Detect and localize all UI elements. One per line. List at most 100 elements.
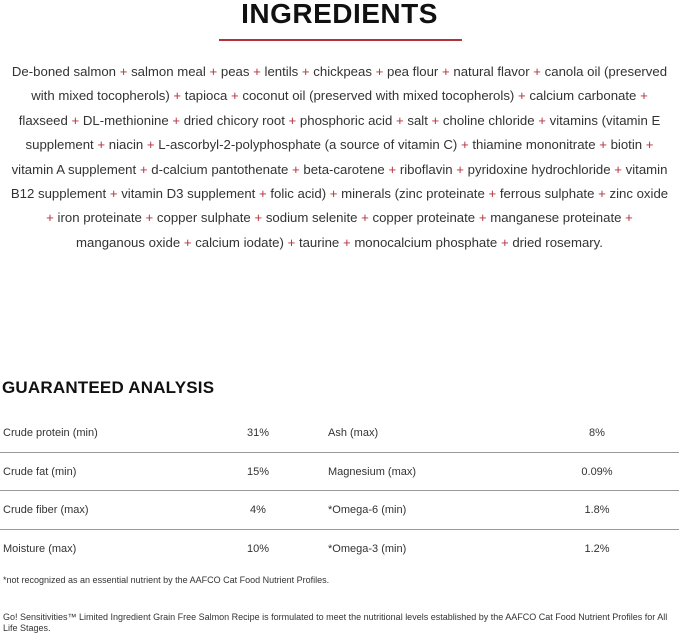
plus-separator: + (361, 210, 369, 226)
nutrient-value: 0.09% (581, 465, 613, 478)
guaranteed-analysis-title: GUARANTEED ANALYSIS (2, 378, 215, 397)
ingredient-item: calcium iodate) (195, 234, 284, 250)
ingredient-item: beta-carotene (303, 161, 385, 177)
ingredient-item: L-ascorbyl-2-polyphosphate (a source of … (158, 137, 458, 153)
nutrient-label: Ash (max) (328, 427, 379, 439)
ingredient-item: pea flour (387, 64, 439, 79)
ingredient-item: flaxseed (18, 112, 68, 128)
ingredient-item: thiamine mononitrate (472, 137, 596, 153)
nutrient-value: 10% (246, 542, 270, 555)
ingredient-item: lentils (264, 64, 299, 79)
plus-separator: + (172, 112, 181, 128)
ingredient-item: peas (220, 64, 250, 79)
ingredient-item: De-boned salmon (11, 64, 117, 79)
ingredient-item: calcium carbonate (529, 88, 637, 104)
nutrient-label: Moisture (max) (3, 542, 77, 555)
footnote: *not recognized as an essential nutrient… (3, 575, 330, 585)
plus-separator: + (301, 64, 310, 79)
plus-separator: + (342, 234, 351, 250)
plus-separator: + (517, 88, 526, 104)
ingredient-item: biotin (610, 137, 643, 153)
ingredient-item: iron proteinate (57, 210, 142, 226)
ingredient-item: salmon meal (131, 64, 206, 79)
ingredients-title: INGREDIENTS (241, 0, 438, 29)
ingredients-list: De-boned salmon + salmon meal + peas + l… (10, 60, 669, 255)
ingredient-item: choline chloride (442, 112, 535, 128)
ingredient-item: coconut oil (preserved with mixed tocoph… (242, 88, 515, 104)
plus-separator: + (538, 112, 546, 128)
plus-separator: + (488, 186, 497, 202)
plus-separator: + (254, 210, 263, 226)
plus-separator: + (253, 64, 261, 79)
plus-separator: + (614, 161, 622, 177)
table-row: Crude protein (min) 31% Ash (max) 8% (0, 414, 679, 453)
ingredient-item: minerals (zinc proteinate (341, 186, 485, 202)
plus-separator: + (598, 186, 606, 202)
plus-separator: + (442, 64, 450, 79)
plus-separator: + (478, 210, 487, 226)
nutrient-label: *Omega-3 (min) (328, 542, 407, 555)
plus-separator: + (287, 234, 296, 250)
plus-separator: + (183, 234, 192, 250)
ingredient-item: riboflavin (399, 161, 453, 177)
ingredient-item: folic acid) (270, 186, 327, 202)
ingredient-item: canola oil (preserved with mixed tocophe… (31, 64, 668, 104)
plus-separator: + (173, 88, 182, 104)
ingredient-item: pyridoxine hydrochloride (467, 161, 611, 177)
nutrient-value: 15% (246, 465, 270, 478)
plus-separator: + (375, 64, 384, 79)
ingredient-item: chickpeas (313, 64, 372, 79)
ingredient-item: zinc oxide (609, 186, 669, 202)
ingredient-item: vitamin A supplement (11, 161, 137, 177)
plus-separator: + (46, 210, 54, 226)
title-underline (219, 39, 462, 41)
plus-separator: + (145, 210, 154, 226)
table-row: Moisture (max) 10% *Omega-3 (min) 1.2% (0, 530, 679, 568)
plus-separator: + (292, 161, 300, 177)
plus-separator: + (209, 64, 218, 79)
plus-separator: + (500, 234, 509, 250)
plus-separator: + (461, 137, 469, 153)
plus-separator: + (71, 112, 80, 128)
plus-separator: + (146, 137, 155, 153)
ingredient-item: dried chicory root (183, 112, 285, 128)
ingredient-item: tapioca (184, 88, 228, 104)
ingredient-item: monocalcium phosphate (354, 234, 498, 250)
nutrient-label: Crude fat (min) (3, 465, 77, 478)
ingredient-item: manganous oxide (76, 234, 181, 250)
nutrient-value: 1.8% (584, 504, 610, 516)
plus-separator: + (533, 64, 541, 79)
ingredient-item: phosphoric acid (299, 112, 393, 128)
nutrient-value: 1.2% (584, 542, 610, 555)
ingredient-item: dried rosemary. (512, 234, 603, 250)
nutrient-value: 4% (250, 504, 266, 516)
plus-separator: + (599, 137, 607, 153)
nutrient-label: Magnesium (max) (328, 465, 417, 478)
plus-separator: + (395, 112, 404, 128)
plus-separator: + (388, 161, 397, 177)
ingredient-item: ferrous sulphate (499, 186, 595, 202)
plus-separator: + (109, 186, 118, 202)
plus-separator: + (640, 88, 648, 104)
ingredient-item: copper sulphate (156, 210, 251, 226)
ingredient-item: d-calcium pantothenate (151, 161, 289, 177)
table-row: Crude fat (min) 15% Magnesium (max) 0.09… (0, 453, 679, 491)
nutrient-label: Crude protein (min) (3, 427, 98, 439)
ingredient-item: taurine (298, 234, 340, 250)
plus-separator: + (259, 186, 267, 202)
nutrient-label: Crude fiber (max) (3, 504, 89, 516)
ingredient-item: vitamins (vitamin E supplement (25, 112, 661, 153)
aafco-statement: Go! Sensitivities™ Limited Ingredient Gr… (3, 612, 668, 633)
ingredient-item: manganese proteinate (490, 210, 622, 226)
ingredient-item: natural flavor (453, 64, 530, 79)
nutrient-value: 31% (246, 427, 270, 439)
plus-separator: + (431, 112, 440, 128)
plus-separator: + (329, 186, 338, 202)
nutrient-value: 8% (589, 427, 605, 439)
plus-separator: + (119, 64, 128, 79)
ingredient-item: sodium selenite (265, 210, 358, 226)
table-row: Crude fiber (max) 4% *Omega-6 (min) 1.8% (0, 491, 679, 530)
plus-separator: + (139, 161, 148, 177)
ingredient-item: DL-methionine (82, 112, 169, 128)
ingredient-item: salt (407, 112, 428, 128)
